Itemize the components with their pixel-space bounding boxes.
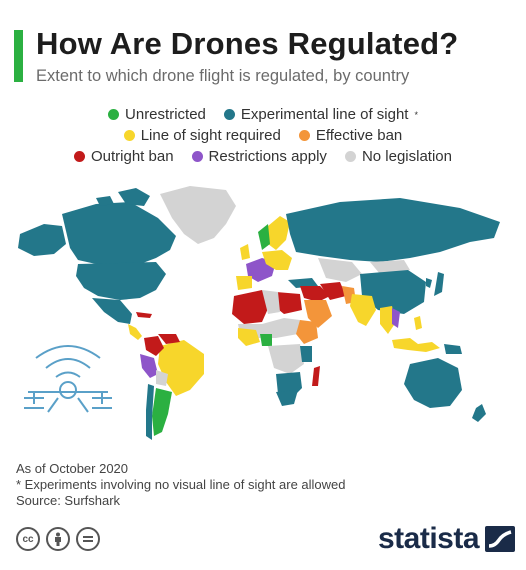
region-scandinavia	[268, 216, 290, 250]
by-icon[interactable]	[46, 527, 70, 551]
title-accent-bar	[14, 30, 23, 82]
legend-label: Experimental line of sight	[240, 106, 409, 123]
region-iran	[320, 282, 346, 300]
region-west-africa	[238, 328, 260, 346]
region-mongolia	[370, 260, 410, 274]
region-turkey	[288, 278, 318, 288]
legend-swatch	[298, 130, 310, 141]
region-indonesia	[392, 338, 440, 352]
region-north-africa-east	[274, 292, 302, 314]
region-bolivia	[156, 370, 168, 386]
legend-label: No legislation	[361, 148, 452, 165]
legend-swatch	[108, 109, 120, 120]
legend-label: Restrictions apply	[208, 148, 327, 165]
legend-footnote-mark: *	[414, 109, 418, 120]
region-india	[350, 294, 376, 326]
region-kenya	[300, 346, 312, 362]
legend-label: Unrestricted	[125, 106, 206, 123]
region-brazil	[158, 340, 204, 396]
nd-icon[interactable]	[76, 527, 100, 551]
legend-swatch	[223, 109, 235, 120]
region-papua	[444, 344, 462, 354]
legend-item-experimental-line-of-sight: Experimental line of sight *	[223, 106, 418, 123]
region-colombia	[144, 336, 164, 356]
legend-item-line-of-sight-required: Line of sight required	[123, 127, 281, 144]
legend-label: Effective ban	[315, 127, 403, 144]
brand-name: statista	[378, 522, 480, 555]
region-uk	[240, 244, 250, 260]
region-north-africa-west	[232, 290, 270, 324]
legend-item-restrictions-apply: Restrictions apply	[191, 148, 327, 165]
region-alaska	[18, 224, 66, 256]
cc-icon[interactable]: cc	[16, 527, 40, 551]
legend-label: Line of sight required	[140, 127, 281, 144]
region-arabia	[304, 300, 332, 328]
region-indochina	[392, 308, 400, 328]
region-canada-islands	[96, 188, 150, 206]
legend-swatch	[191, 151, 203, 162]
drone-icon	[24, 345, 112, 413]
region-central-america	[128, 324, 142, 340]
region-cuba	[136, 312, 152, 318]
region-russia	[286, 198, 500, 262]
region-madagascar	[312, 366, 320, 386]
region-south-africa	[276, 390, 298, 406]
region-japan	[434, 272, 444, 296]
region-middle-east-north	[300, 286, 330, 302]
region-greenland	[160, 186, 236, 244]
legend: Unrestricted Experimental line of sight *…	[0, 104, 526, 167]
source-note: Source: Surfshark	[16, 493, 121, 508]
region-philippines	[414, 316, 422, 330]
region-usa	[76, 262, 166, 300]
region-canada	[62, 202, 176, 266]
world-map	[18, 186, 500, 440]
date-note: As of October 2020	[16, 461, 129, 476]
region-argentina	[152, 388, 172, 436]
legend-item-no-legislation: No legislation	[344, 148, 452, 165]
region-new-zealand	[472, 404, 486, 422]
region-mexico	[92, 298, 132, 324]
region-peru	[140, 354, 158, 378]
region-australia	[404, 358, 462, 408]
statista-mark-icon	[485, 526, 516, 552]
chart-notes: As of October 2020 * Experiments involvi…	[16, 461, 346, 509]
statista-logo[interactable]: statista	[378, 522, 516, 556]
region-central-europe	[262, 250, 292, 270]
region-norway	[258, 224, 270, 250]
license-icons: cc	[16, 527, 100, 551]
page-title: How Are Drones Regulated?	[36, 26, 459, 61]
region-chile	[146, 384, 154, 440]
region-central-asia	[318, 258, 362, 282]
legend-label: Outright ban	[90, 148, 174, 165]
legend-item-unrestricted: Unrestricted	[108, 106, 206, 123]
region-libya	[262, 290, 280, 314]
region-iberia	[236, 276, 252, 290]
region-venezuela	[158, 334, 180, 344]
legend-swatch	[123, 130, 135, 141]
legend-item-outright-ban: Outright ban	[73, 148, 174, 165]
region-central-africa	[268, 344, 304, 374]
region-korea	[426, 278, 432, 288]
footnote: * Experiments involving no visual line o…	[16, 477, 346, 492]
page-subtitle: Extent to which drone flight is regulate…	[36, 67, 410, 85]
region-china	[360, 270, 426, 314]
legend-swatch	[73, 151, 85, 162]
legend-swatch	[344, 151, 356, 162]
region-nigeria	[260, 334, 272, 346]
region-east-africa	[296, 320, 318, 344]
legend-item-effective-ban: Effective ban	[298, 127, 403, 144]
